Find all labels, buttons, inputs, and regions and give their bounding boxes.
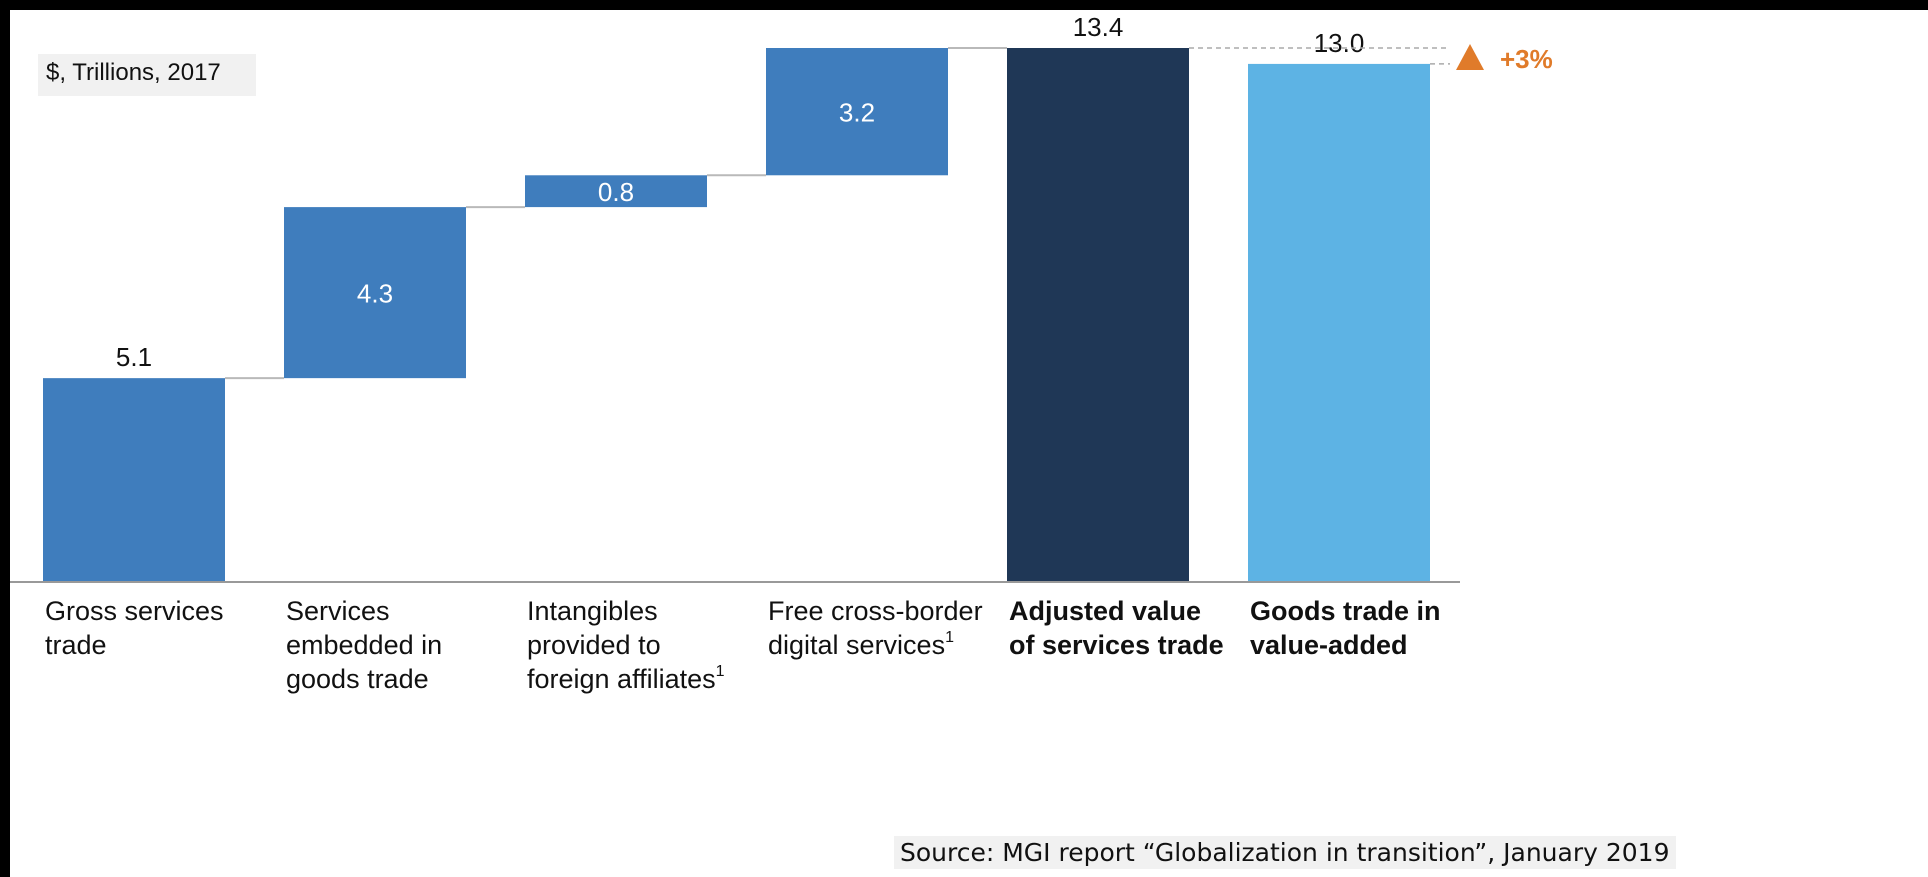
waterfall-chart: 5.1 4.3 0.8 3.2 13.4 13.0 +3% — [10, 12, 1553, 583]
category-label-line: Adjusted value — [1009, 596, 1202, 626]
category-label-line: Goods trade in — [1250, 596, 1441, 626]
bar — [766, 48, 948, 176]
bar-value-label: 3.2 — [839, 98, 875, 128]
source-note: Source: MGI report “Globalization in tra… — [894, 836, 1676, 869]
category-label-line: provided to — [527, 630, 661, 660]
bar-value-label: 13.0 — [1314, 28, 1365, 58]
category-label-line: embedded in — [286, 630, 443, 660]
category-label-line: Services — [286, 596, 390, 626]
category-label-line: Free cross-border — [768, 596, 983, 626]
comparison-percent-label: +3% — [1500, 44, 1553, 74]
category-label-line: trade — [45, 630, 107, 660]
bar-value-label: 0.8 — [598, 177, 634, 207]
category-label: Goods trade in value-added — [1250, 594, 1441, 662]
unit-note-box: $, Trillions, 2017 — [38, 54, 256, 96]
category-label: Services embedded in goods trade — [286, 594, 442, 696]
category-label-line: Gross services — [45, 596, 224, 626]
footnote-mark: 1 — [945, 629, 954, 646]
category-label: Intangibles provided to foreign affiliates… — [527, 594, 725, 696]
category-label: Adjusted value of services trade — [1009, 594, 1224, 662]
category-label-line: value-added — [1250, 630, 1408, 660]
category-label-line: Intangibles — [527, 596, 658, 626]
category-label-line: of services trade — [1009, 630, 1224, 660]
category-label-line: digital services1 — [768, 629, 954, 661]
category-label-line: goods trade — [286, 664, 429, 694]
category-label-line: foreign affiliates1 — [527, 663, 725, 695]
bar — [525, 175, 707, 208]
unit-note: $, Trillions, 2017 — [46, 59, 221, 86]
bar — [1007, 48, 1189, 581]
bar — [284, 207, 466, 379]
category-label: Gross services trade — [45, 594, 224, 662]
bar-value-label: 5.1 — [116, 342, 152, 372]
bar-value-label: 4.3 — [357, 279, 393, 309]
bar-value-label: 13.4 — [1073, 12, 1124, 42]
chart-frame: $, Trillions, 2017 5.1 4.3 0.8 3.2 13.4 13.0 +… — [10, 10, 1928, 877]
bar — [1248, 63, 1430, 581]
footnote-mark: 1 — [715, 663, 725, 680]
up-triangle-icon — [1456, 43, 1484, 70]
bar — [43, 378, 225, 581]
category-label: Free cross-border digital services1 — [768, 594, 983, 662]
